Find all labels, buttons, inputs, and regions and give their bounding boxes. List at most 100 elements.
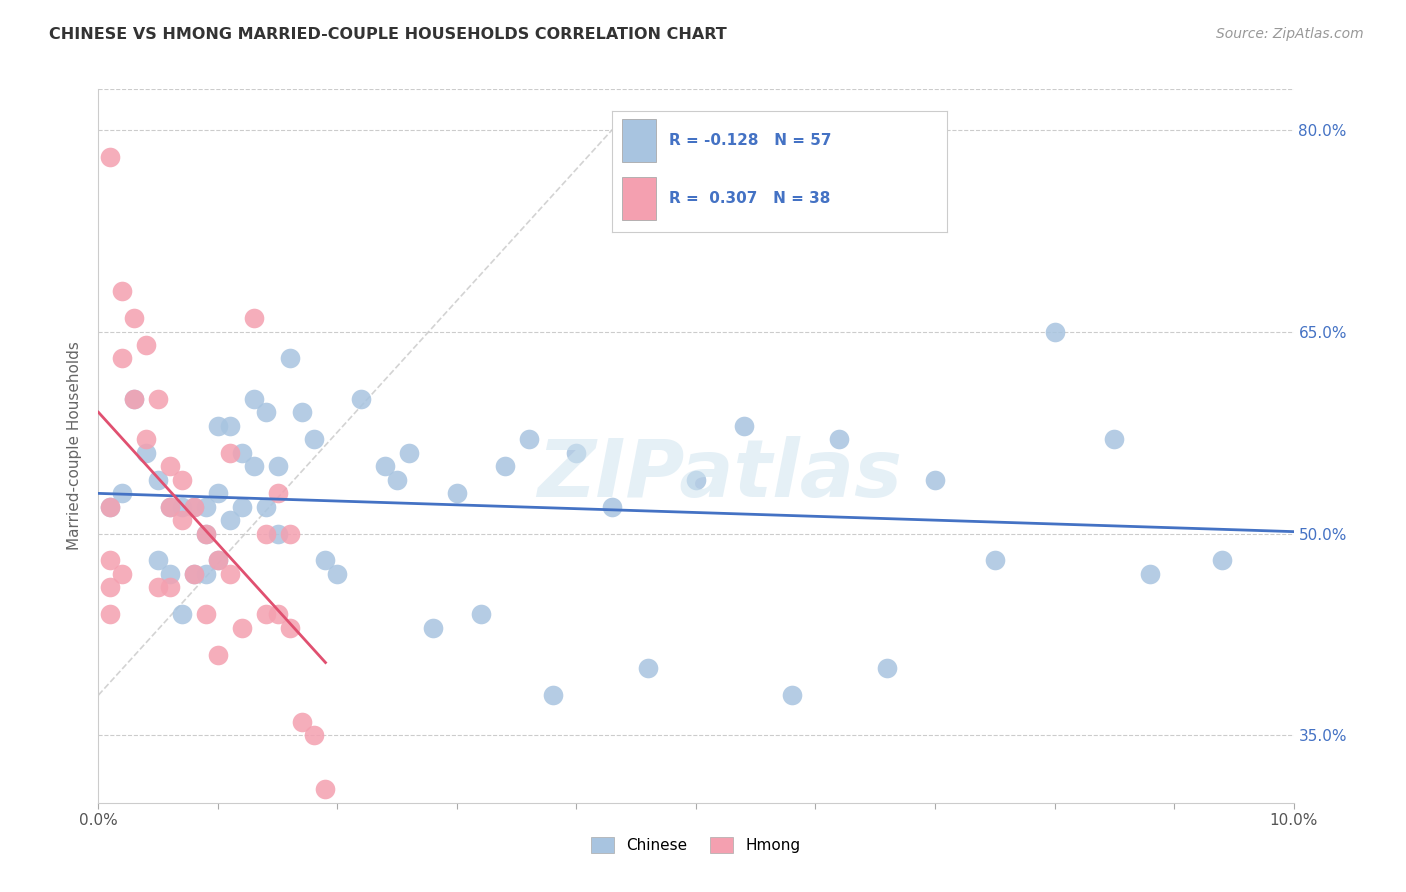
Point bbox=[398, 446, 420, 460]
Point bbox=[207, 486, 229, 500]
Point bbox=[124, 392, 146, 406]
Point bbox=[565, 446, 588, 460]
Point bbox=[183, 500, 205, 514]
Point bbox=[207, 418, 229, 433]
Point bbox=[733, 418, 755, 433]
Point bbox=[207, 553, 229, 567]
Point bbox=[98, 149, 122, 163]
Point bbox=[267, 607, 290, 622]
Point bbox=[1211, 553, 1233, 567]
Point bbox=[1139, 566, 1161, 581]
Point bbox=[124, 392, 146, 406]
Point bbox=[446, 486, 468, 500]
Point bbox=[148, 473, 170, 487]
Point bbox=[219, 513, 242, 527]
Point bbox=[278, 621, 301, 635]
Point bbox=[350, 392, 373, 406]
Point bbox=[195, 607, 218, 622]
Point bbox=[278, 526, 301, 541]
Point bbox=[385, 473, 409, 487]
Y-axis label: Married-couple Households: Married-couple Households bbox=[67, 342, 83, 550]
Point bbox=[231, 446, 253, 460]
Point bbox=[159, 500, 181, 514]
Point bbox=[254, 405, 277, 419]
Point bbox=[98, 553, 122, 567]
Point bbox=[637, 661, 659, 675]
Point bbox=[243, 459, 266, 474]
Point bbox=[195, 566, 218, 581]
Point bbox=[602, 500, 624, 514]
Point bbox=[172, 473, 194, 487]
Point bbox=[111, 566, 134, 581]
Point bbox=[828, 432, 851, 446]
Point bbox=[278, 351, 301, 366]
Point bbox=[219, 446, 242, 460]
Point bbox=[148, 580, 170, 594]
Point bbox=[111, 486, 134, 500]
Point bbox=[291, 405, 314, 419]
Point bbox=[494, 459, 516, 474]
Point bbox=[984, 553, 1007, 567]
Point bbox=[291, 714, 314, 729]
Point bbox=[254, 500, 277, 514]
Point bbox=[111, 284, 134, 298]
Point bbox=[374, 459, 396, 474]
Point bbox=[315, 782, 337, 797]
Point bbox=[159, 566, 181, 581]
Point bbox=[195, 526, 218, 541]
Point bbox=[135, 338, 157, 352]
Point bbox=[148, 392, 170, 406]
Point bbox=[267, 459, 290, 474]
Point bbox=[98, 607, 122, 622]
Point bbox=[159, 580, 181, 594]
Point bbox=[219, 566, 242, 581]
Point bbox=[172, 607, 194, 622]
Point bbox=[219, 418, 242, 433]
Point bbox=[172, 513, 194, 527]
Point bbox=[326, 566, 349, 581]
Point bbox=[195, 526, 218, 541]
Point bbox=[315, 553, 337, 567]
Point bbox=[924, 473, 946, 487]
Point bbox=[207, 553, 229, 567]
Point bbox=[254, 526, 277, 541]
Point bbox=[243, 311, 266, 326]
Point bbox=[195, 500, 218, 514]
Point bbox=[98, 500, 122, 514]
Point bbox=[98, 580, 122, 594]
Point bbox=[780, 688, 803, 702]
Point bbox=[124, 311, 146, 326]
Point bbox=[231, 500, 253, 514]
Point bbox=[470, 607, 492, 622]
Point bbox=[1104, 432, 1126, 446]
Point bbox=[541, 688, 564, 702]
Text: Source: ZipAtlas.com: Source: ZipAtlas.com bbox=[1216, 27, 1364, 41]
Point bbox=[183, 566, 205, 581]
Point bbox=[207, 648, 229, 662]
Point bbox=[159, 500, 181, 514]
Point bbox=[517, 432, 540, 446]
Text: CHINESE VS HMONG MARRIED-COUPLE HOUSEHOLDS CORRELATION CHART: CHINESE VS HMONG MARRIED-COUPLE HOUSEHOL… bbox=[49, 27, 727, 42]
Point bbox=[254, 607, 277, 622]
Point bbox=[148, 553, 170, 567]
Legend: Chinese, Hmong: Chinese, Hmong bbox=[585, 831, 807, 859]
Point bbox=[172, 500, 194, 514]
Point bbox=[302, 729, 325, 743]
Point bbox=[135, 432, 157, 446]
Point bbox=[267, 486, 290, 500]
Text: ZIPatlas: ZIPatlas bbox=[537, 435, 903, 514]
Point bbox=[111, 351, 134, 366]
Point bbox=[685, 473, 707, 487]
Point bbox=[1043, 325, 1066, 339]
Point bbox=[135, 446, 157, 460]
Point bbox=[422, 621, 444, 635]
Point bbox=[183, 500, 205, 514]
Point bbox=[183, 566, 205, 581]
Point bbox=[159, 459, 181, 474]
Point bbox=[876, 661, 898, 675]
Point bbox=[267, 526, 290, 541]
Point bbox=[231, 621, 253, 635]
Point bbox=[302, 432, 325, 446]
Point bbox=[98, 500, 122, 514]
Point bbox=[243, 392, 266, 406]
